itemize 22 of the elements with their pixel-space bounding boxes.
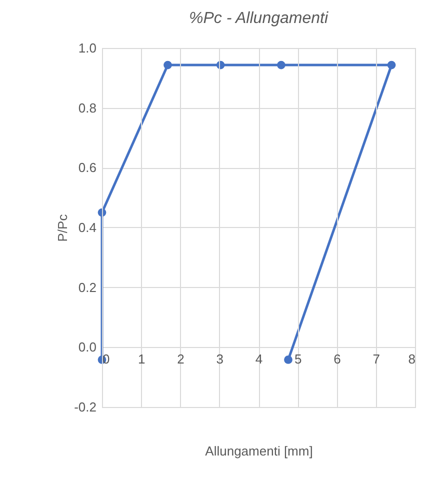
y-tick-label: 0.8 (78, 100, 96, 116)
x-tick-label: 5 (294, 352, 302, 367)
point (284, 356, 292, 364)
y-tick-label: 0.0 (78, 340, 96, 355)
y-tick-label: -0.2 (74, 400, 96, 414)
y-tick-label: 0.4 (78, 220, 96, 235)
x-tick-label: 3 (216, 352, 224, 367)
chart-title: %Pc - Allungamenti (188, 10, 328, 27)
y-tick-label: 0.2 (78, 280, 96, 295)
x-tick-label: 1 (138, 352, 146, 367)
y-tick-label: 1.0 (78, 40, 96, 56)
point (387, 60, 396, 70)
x-tick-label: 4 (255, 352, 263, 367)
x-axis-title: Allungamenti [mm] (205, 444, 313, 458)
point (164, 60, 172, 70)
x-tick-label: 8 (408, 352, 416, 367)
y-axis-title: P/Pc (55, 214, 70, 242)
x-tick-label: 2 (177, 352, 184, 367)
x-tick-label: 7 (372, 352, 380, 367)
point (277, 60, 286, 70)
y-tick-label: 0.6 (78, 160, 96, 176)
x-tick-label: 6 (334, 352, 341, 367)
